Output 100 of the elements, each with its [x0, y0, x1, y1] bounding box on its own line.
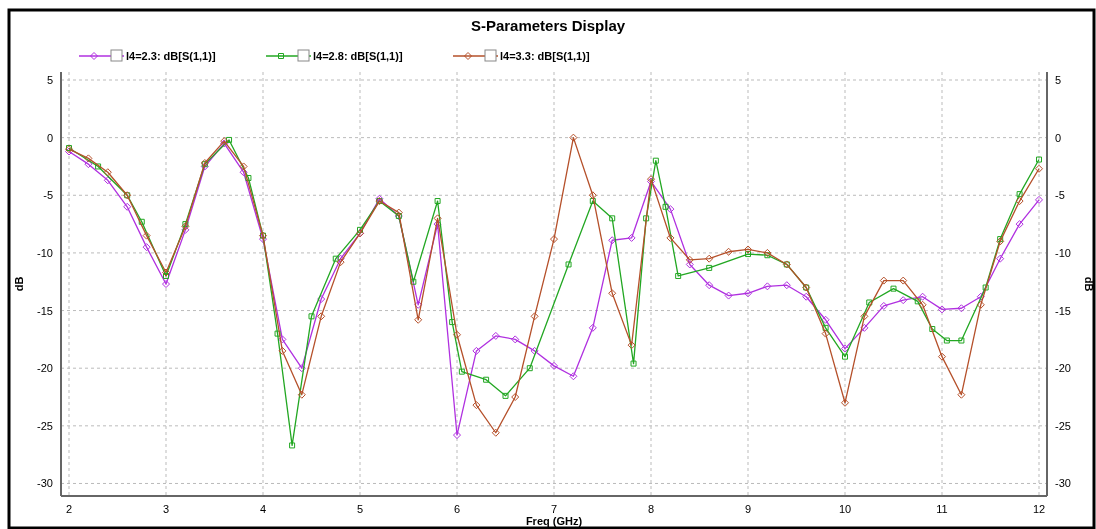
point	[724, 291, 733, 300]
point	[938, 305, 946, 314]
point	[608, 236, 617, 245]
point	[84, 160, 93, 169]
point	[724, 247, 733, 256]
point	[274, 330, 281, 337]
y2-tick-label: -20	[1055, 362, 1071, 375]
point	[278, 346, 287, 355]
point	[802, 292, 811, 301]
point	[1035, 164, 1043, 173]
point	[569, 133, 578, 142]
x-tick-label: 12	[1032, 503, 1046, 515]
point	[530, 346, 539, 355]
x-tick-label: 9	[744, 503, 752, 515]
point	[453, 330, 461, 339]
point	[627, 233, 636, 242]
point	[123, 202, 132, 211]
point	[745, 251, 751, 258]
point	[782, 281, 791, 290]
point	[491, 428, 500, 437]
point	[744, 245, 752, 254]
point	[957, 304, 966, 313]
point	[239, 168, 248, 177]
point	[103, 168, 112, 177]
point	[103, 176, 112, 185]
point	[1015, 197, 1024, 206]
y2-tick-label: 0	[1055, 131, 1062, 144]
y2-tick-label: -5	[1055, 189, 1065, 202]
point	[502, 392, 509, 399]
point	[259, 235, 267, 244]
point	[410, 278, 417, 285]
point	[879, 276, 888, 285]
point	[138, 218, 145, 225]
y2-tick-label: -30	[1055, 477, 1071, 490]
point	[842, 353, 848, 360]
point	[957, 390, 966, 399]
point	[685, 255, 694, 264]
point	[317, 312, 326, 321]
point	[565, 261, 572, 268]
y2-tick-label: -15	[1055, 304, 1071, 317]
point	[414, 300, 423, 309]
x-tick-label: 8	[647, 503, 655, 515]
point	[918, 300, 927, 309]
point	[643, 215, 650, 222]
point	[705, 254, 714, 263]
point	[705, 281, 714, 290]
point	[1016, 191, 1023, 198]
point	[630, 360, 637, 367]
point	[239, 162, 248, 171]
point	[569, 372, 578, 381]
point	[763, 248, 772, 257]
point	[394, 208, 403, 217]
y-tick-label: -30	[37, 477, 53, 490]
y2-tick-label: -25	[1055, 419, 1071, 432]
point	[764, 252, 771, 259]
point	[297, 364, 306, 373]
point	[685, 260, 694, 269]
point	[860, 312, 869, 321]
point	[458, 368, 465, 375]
point	[675, 272, 682, 279]
point	[821, 329, 830, 338]
point	[491, 331, 500, 340]
point	[899, 276, 908, 285]
x-axis-title: Freq (GHz)	[525, 515, 583, 527]
point	[744, 289, 752, 298]
point	[706, 264, 713, 271]
point	[866, 299, 873, 306]
y-axis-title: dB	[13, 276, 25, 292]
point	[879, 301, 888, 310]
point	[357, 226, 363, 233]
x-tick-label: 2	[65, 503, 73, 515]
point	[453, 431, 461, 440]
y2-axis-title: dB	[1083, 276, 1095, 292]
legend-label: l4=2.3: dB[S(1,1)]	[126, 50, 216, 62]
point	[511, 335, 520, 344]
point	[929, 326, 936, 332]
point	[245, 174, 252, 181]
point	[1035, 195, 1043, 204]
point	[483, 376, 490, 383]
point	[588, 191, 597, 200]
point	[890, 285, 897, 292]
point	[943, 337, 950, 344]
legend-label: l4=2.8: dB[S(1,1)]	[313, 50, 403, 62]
point	[841, 344, 849, 353]
point	[142, 231, 151, 240]
point	[609, 215, 616, 222]
point	[918, 292, 927, 301]
point	[434, 198, 441, 205]
point	[449, 319, 456, 326]
point	[976, 300, 985, 309]
point	[336, 254, 345, 263]
y-tick-label: -15	[37, 304, 53, 317]
point	[958, 337, 965, 344]
y-tick-label: -10	[37, 246, 53, 259]
point	[526, 365, 533, 372]
point	[1036, 156, 1042, 163]
point	[530, 312, 539, 321]
point	[336, 258, 345, 267]
point	[662, 203, 669, 210]
point	[472, 346, 481, 355]
